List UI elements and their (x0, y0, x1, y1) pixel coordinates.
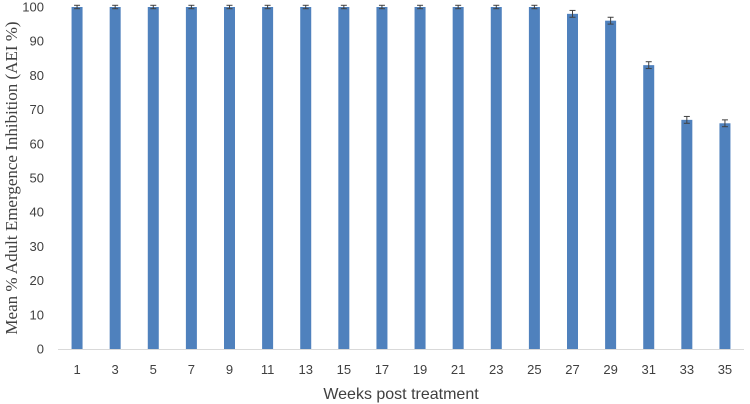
error-bar (264, 4, 271, 10)
bar (719, 123, 731, 349)
bar (147, 7, 159, 349)
error-bar (455, 4, 462, 10)
bars (71, 7, 731, 350)
bar (528, 7, 540, 349)
y-tick-label: 70 (30, 102, 44, 117)
y-tick-label: 60 (30, 136, 44, 151)
error-bar (188, 4, 195, 10)
x-tick-label: 21 (451, 362, 465, 377)
bar (300, 7, 312, 349)
x-tick-label: 5 (150, 362, 157, 377)
bar (338, 7, 350, 349)
x-tick-label: 1 (73, 362, 80, 377)
error-bar (607, 16, 614, 25)
error-bar (569, 9, 576, 18)
x-tick-label: 33 (680, 362, 694, 377)
bar (567, 13, 578, 350)
x-tick-label: 25 (527, 362, 541, 377)
error-bar (493, 4, 500, 10)
error-bar (683, 115, 690, 124)
bar (262, 7, 274, 349)
bar (414, 7, 426, 349)
y-tick-label: 0 (37, 342, 44, 357)
y-tick-label: 50 (30, 171, 44, 186)
y-tick-label: 90 (30, 34, 44, 49)
x-tick-label: 13 (298, 362, 312, 377)
x-tick-label: 11 (261, 362, 275, 377)
y-axis-title: Mean % Adult Emergence Inhibition (AEI %… (2, 21, 21, 334)
error-bar (417, 4, 424, 10)
error-bar (378, 4, 385, 10)
bar (376, 7, 388, 349)
x-tick-label: 35 (718, 362, 732, 377)
bar (71, 7, 83, 349)
x-tick-label: 3 (112, 362, 119, 377)
bar (452, 7, 464, 349)
error-bar (74, 4, 81, 10)
error-bar (150, 4, 157, 10)
x-tick-label: 9 (226, 362, 233, 377)
x-tick-label: 7 (188, 362, 195, 377)
x-tick-label: 29 (603, 362, 617, 377)
error-bar (340, 4, 347, 10)
bar (109, 7, 121, 349)
x-tick-label: 19 (413, 362, 427, 377)
y-tick-label: 10 (30, 307, 44, 322)
bar (185, 7, 197, 349)
error-bar (302, 4, 309, 10)
y-tick-label: 80 (30, 68, 44, 83)
bar (490, 7, 502, 349)
error-bar (226, 4, 233, 10)
y-axis-tick-labels: 0 10 20 30 40 50 60 70 80 90 100 (22, 0, 44, 357)
x-axis-tick-labels: 1 3 5 7 9 11 13 15 17 19 21 23 25 27 29 31 33 35 (73, 362, 732, 377)
bar (681, 119, 693, 349)
y-tick-label: 30 (30, 239, 44, 254)
error-bar (645, 61, 652, 70)
y-tick-label: 20 (30, 273, 44, 288)
bar (643, 65, 655, 349)
x-tick-label: 23 (489, 362, 503, 377)
error-bar (112, 4, 119, 10)
x-tick-label: 15 (337, 362, 351, 377)
x-tick-label: 17 (375, 362, 389, 377)
error-bar (721, 119, 728, 128)
x-axis-title: Weeks post treatment (323, 386, 479, 403)
bar (605, 20, 617, 350)
y-tick-label: 40 (30, 205, 44, 220)
error-bars (74, 4, 728, 128)
x-tick-label: 27 (565, 362, 579, 377)
x-tick-label: 31 (641, 362, 655, 377)
error-bar (531, 4, 538, 10)
bar (224, 7, 235, 349)
y-tick-label: 100 (22, 0, 44, 15)
